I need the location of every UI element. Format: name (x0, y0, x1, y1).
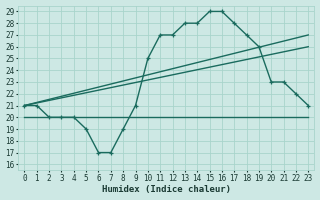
X-axis label: Humidex (Indice chaleur): Humidex (Indice chaleur) (102, 185, 231, 194)
